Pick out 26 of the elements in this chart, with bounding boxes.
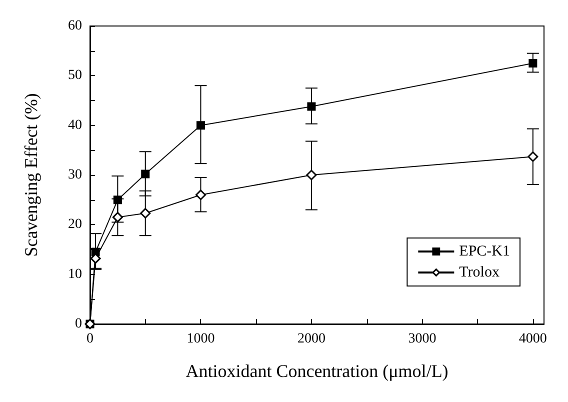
y-tick-label: 20 <box>68 217 82 232</box>
x-tick-label: 3000 <box>408 332 436 346</box>
x-tick-label: 4000 <box>518 332 547 346</box>
point <box>140 208 151 218</box>
legend-label: Trolox <box>459 264 500 280</box>
point <box>528 151 538 162</box>
point <box>196 121 205 130</box>
point <box>113 196 122 204</box>
point <box>528 59 538 68</box>
point <box>195 190 206 200</box>
y-tick-label: 50 <box>68 68 82 84</box>
y-tick-label: 60 <box>68 18 82 34</box>
x-tick-label: 2000 <box>297 332 326 346</box>
x-tick-label: 0 <box>86 332 94 346</box>
y-axis-title: Scavenging Effect (%) <box>21 93 41 257</box>
y-tick-label: 40 <box>68 118 82 133</box>
point <box>307 102 316 111</box>
point <box>306 170 317 180</box>
point <box>112 212 123 222</box>
x-tick-label: 1000 <box>186 332 215 346</box>
x-axis-title: Antioxidant Concentration (μmol/L) <box>186 361 448 381</box>
point <box>141 170 150 178</box>
legend-label: EPC-K1 <box>459 244 510 260</box>
y-tick-label: 30 <box>68 168 82 182</box>
y-tick-label: 10 <box>68 266 82 282</box>
y-tick-label: 0 <box>75 316 82 332</box>
